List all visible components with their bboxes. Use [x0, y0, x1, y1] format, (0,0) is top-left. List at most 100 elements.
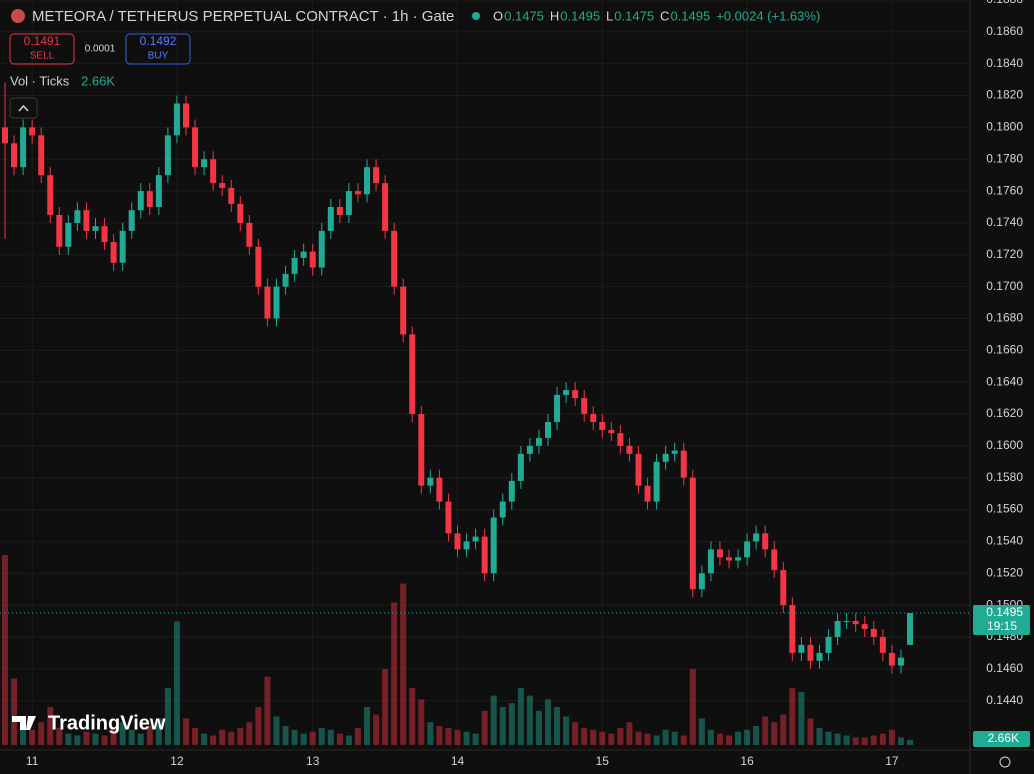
- y-tick-label: 0.1620: [986, 406, 1023, 420]
- indicator-name: Vol · Ticks: [10, 73, 70, 88]
- candle-body: [110, 242, 117, 263]
- ohlc-value: 0.1475: [504, 8, 544, 23]
- volume-bar: [463, 731, 470, 745]
- candle-body: [246, 222, 253, 247]
- x-tick-label: 16: [740, 754, 754, 768]
- candle-body: [662, 453, 669, 462]
- buy-price: 0.1492: [140, 34, 177, 48]
- candle-body: [92, 226, 99, 231]
- candle-body: [119, 230, 126, 263]
- candle-body: [789, 605, 796, 653]
- volume-bar: [572, 722, 579, 745]
- sell-price: 0.1491: [24, 34, 61, 48]
- volume-bar: [545, 699, 551, 745]
- candle-body: [870, 628, 877, 637]
- candle-body: [409, 334, 416, 415]
- y-tick-label: 0.1800: [986, 120, 1023, 134]
- candle-body: [644, 485, 651, 502]
- volume-bar: [273, 716, 280, 745]
- volume-bar: [373, 714, 380, 745]
- sell-button[interactable]: [9, 33, 75, 65]
- volume-bar: [29, 729, 36, 745]
- volume-bar: [255, 707, 262, 745]
- volume-bar: [526, 695, 533, 745]
- candle-body: [173, 103, 180, 136]
- candle-body: [201, 159, 208, 168]
- volume-bar: [318, 727, 325, 745]
- volume-bar: [155, 718, 162, 745]
- volume-bar: [563, 716, 570, 745]
- volume-bar: [472, 733, 479, 745]
- volume-bar: [626, 722, 633, 745]
- volume-bar: [726, 735, 732, 745]
- y-tick-label: 0.1680: [986, 311, 1023, 325]
- y-tick-label: 0.1740: [986, 215, 1023, 229]
- candle-body: [373, 167, 380, 184]
- volume-bar: [861, 737, 868, 745]
- volume-bar: [590, 729, 597, 745]
- volume-bar: [427, 722, 434, 745]
- watermark: TradingView: [48, 712, 166, 734]
- y-tick-label: 0.1540: [986, 534, 1023, 548]
- volume-bar: [354, 727, 361, 745]
- volume-bar: [164, 688, 171, 745]
- candle-body: [572, 390, 579, 399]
- y-tick-label: 0.1760: [986, 183, 1023, 197]
- candle-body: [192, 127, 199, 168]
- volume-bar: [219, 729, 226, 745]
- buy-button[interactable]: [125, 33, 191, 65]
- candle-body: [599, 421, 606, 430]
- candle-body: [879, 636, 886, 653]
- x-tick-label: 11: [26, 754, 39, 768]
- volume-bar: [2, 555, 8, 745]
- volume-label: 2.66K: [988, 731, 1019, 745]
- candle-body: [354, 191, 361, 195]
- volume-bar: [228, 731, 235, 745]
- volume-bar: [391, 602, 398, 745]
- candle-body: [2, 127, 8, 144]
- candle-body: [210, 159, 217, 184]
- settings-icon[interactable]: [999, 756, 1011, 768]
- volume-bar: [418, 699, 425, 745]
- candle-body: [418, 414, 425, 486]
- volume-bar: [707, 729, 714, 745]
- y-tick-label: 0.1880: [986, 0, 1023, 6]
- volume-bar: [807, 718, 814, 745]
- candle-body: [707, 549, 714, 574]
- candle-body: [282, 273, 289, 287]
- candle-body: [581, 398, 588, 415]
- volume-bar: [780, 714, 787, 745]
- candle-body: [716, 549, 723, 558]
- volume-bar: [409, 688, 416, 745]
- candle-body: [608, 429, 615, 434]
- volume-bar: [490, 695, 497, 745]
- candle-body: [273, 286, 280, 319]
- volume-bar: [382, 669, 389, 745]
- volume-tag: [973, 731, 1030, 747]
- volume-bar: [92, 733, 99, 745]
- collapse-button[interactable]: [9, 97, 38, 119]
- volume-bar: [834, 733, 841, 745]
- volume-bar: [137, 733, 144, 745]
- volume-bar: [689, 669, 696, 745]
- sell-label: SELL: [30, 51, 55, 62]
- volume-bar: [264, 676, 271, 745]
- y-tick-label: 0.1840: [986, 56, 1023, 70]
- volume-bar: [825, 731, 832, 745]
- candle-body: [490, 517, 497, 574]
- volume-bar: [56, 727, 63, 745]
- candle-body: [291, 257, 298, 274]
- candle-body: [454, 533, 461, 550]
- candle-body: [29, 127, 36, 136]
- candle-body: [689, 477, 696, 590]
- candle-body: [228, 187, 235, 204]
- volume-bar: [753, 726, 760, 745]
- volume-bar: [843, 735, 850, 745]
- volume-bar: [535, 710, 542, 745]
- y-tick-label: 0.1440: [986, 693, 1023, 707]
- logo-icon: [12, 716, 36, 730]
- volume-bar: [508, 703, 515, 745]
- volume-bar: [20, 716, 27, 745]
